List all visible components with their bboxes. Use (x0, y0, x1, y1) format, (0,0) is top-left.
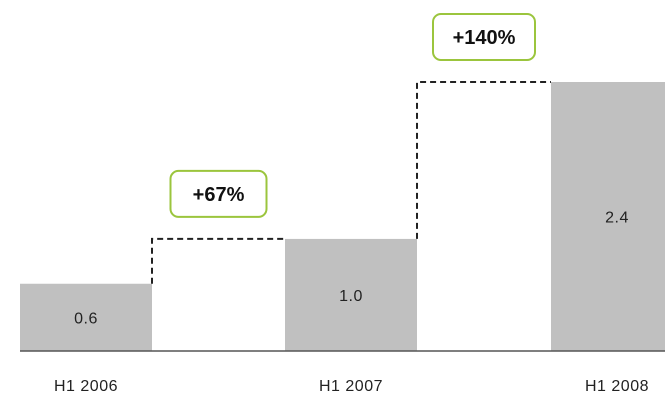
x-tick-label: H1 2008 (585, 378, 649, 395)
bars-layer: 0.6 1.0 2.4 (20, 82, 665, 351)
growth-annotations: +67% +140% (169, 13, 536, 218)
bar-h1-2008 (551, 82, 665, 351)
growth-badge (169, 169, 268, 218)
growth-percent-label: +140% (453, 27, 516, 49)
connectors-layer (151, 81, 551, 284)
growth-connector (151, 237, 285, 284)
x-tick-label: H1 2007 (319, 378, 383, 395)
growth-connector (416, 81, 551, 239)
growth-percent-label: +67% (193, 184, 245, 206)
bar-h1-2007 (285, 238, 417, 351)
bar-value-label: 0.6 (74, 310, 98, 327)
growth-badge (432, 13, 536, 61)
x-tick-label: H1 2006 (54, 378, 118, 395)
bar-h1-2006 (20, 283, 152, 351)
bar-value-label: 2.4 (605, 210, 629, 227)
x-tick-labels: H1 2006 H1 2007 H1 2008 (54, 378, 649, 395)
bar-value-label: 1.0 (339, 288, 363, 305)
